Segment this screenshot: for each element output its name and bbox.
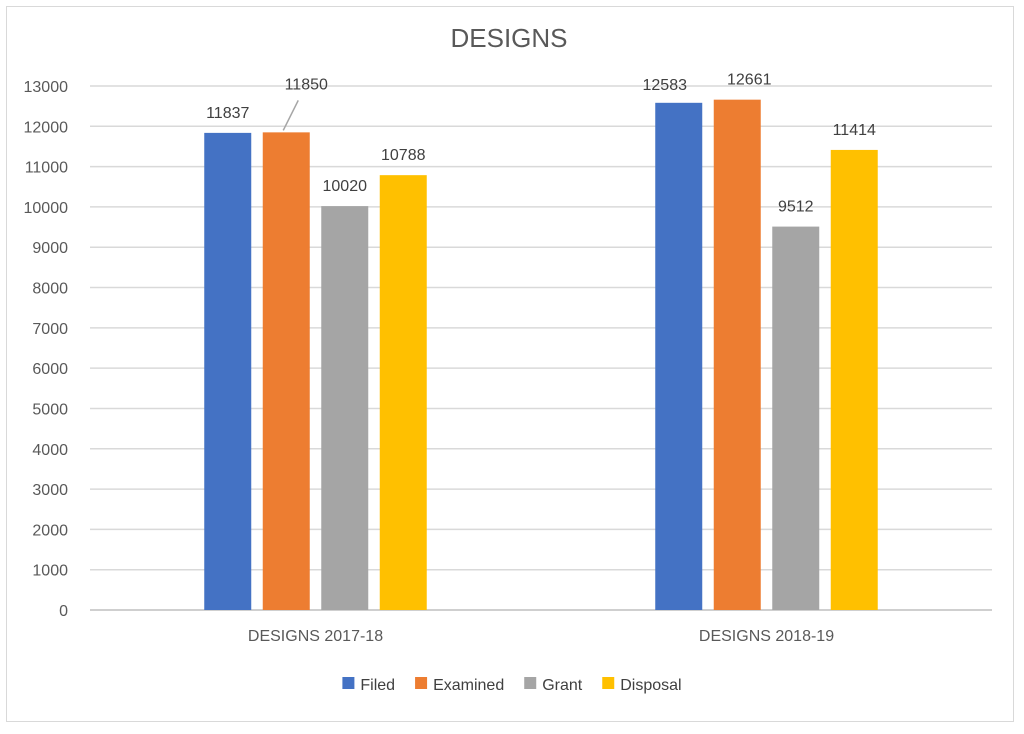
y-tick-label: 6000 (32, 361, 68, 378)
legend-label-grant: Grant (542, 677, 583, 694)
legend-swatch-filed (342, 677, 355, 689)
bar-grant (321, 206, 369, 610)
legend: Filed Examined Grant Disposal (342, 677, 682, 694)
y-tick-label: 8000 (32, 281, 68, 298)
legend-swatch-grant (524, 677, 537, 689)
y-tick-label: 5000 (32, 401, 68, 418)
y-tick-label: 2000 (32, 522, 68, 539)
y-tick-label: 4000 (32, 442, 68, 459)
bar-examined (713, 99, 761, 610)
bars (204, 99, 878, 611)
data-label: 10020 (323, 178, 368, 195)
y-tick-label: 13000 (24, 79, 69, 96)
data-labels: 11837 11850 10020 10788 12583 12661 9512 11414 (206, 72, 876, 216)
data-label: 10788 (381, 147, 426, 164)
y-tick-label: 12000 (24, 119, 69, 136)
x-category-label: DESIGNS 2017-18 (248, 628, 383, 645)
legend-label-disposal: Disposal (620, 677, 681, 694)
legend-swatch-examined (415, 677, 428, 689)
bar-disposal (379, 175, 427, 610)
data-label: 12661 (727, 72, 772, 89)
legend-label-filed: Filed (360, 677, 395, 694)
data-label: 11837 (206, 105, 249, 122)
x-category-label: DESIGNS 2018-19 (699, 628, 834, 645)
x-axis-categories: DESIGNS 2017-18 DESIGNS 2018-19 (248, 628, 834, 645)
y-tick-label: 0 (59, 603, 68, 620)
data-label: 11850 (285, 76, 328, 93)
y-tick-label: 11000 (25, 160, 68, 177)
bar-filed (655, 102, 703, 611)
y-axis-ticks: 0 1000 2000 3000 4000 5000 6000 7000 8000 9000 100… (24, 79, 69, 620)
y-tick-label: 1000 (32, 563, 68, 580)
bar-disposal (830, 149, 878, 611)
bar-grant (772, 226, 820, 610)
data-label: 11414 (833, 122, 876, 139)
y-tick-label: 10000 (24, 200, 69, 217)
bar-filed (204, 132, 252, 610)
data-label: 9512 (778, 199, 814, 216)
y-tick-label: 3000 (32, 482, 68, 499)
bar-examined (262, 132, 310, 610)
legend-swatch-disposal (602, 677, 615, 689)
y-tick-label: 7000 (32, 321, 68, 338)
data-label-leader (282, 100, 299, 131)
y-tick-label: 9000 (32, 240, 68, 257)
data-label: 12583 (643, 77, 688, 94)
chart-title: DESIGNS (450, 23, 567, 53)
legend-label-examined: Examined (433, 677, 504, 694)
